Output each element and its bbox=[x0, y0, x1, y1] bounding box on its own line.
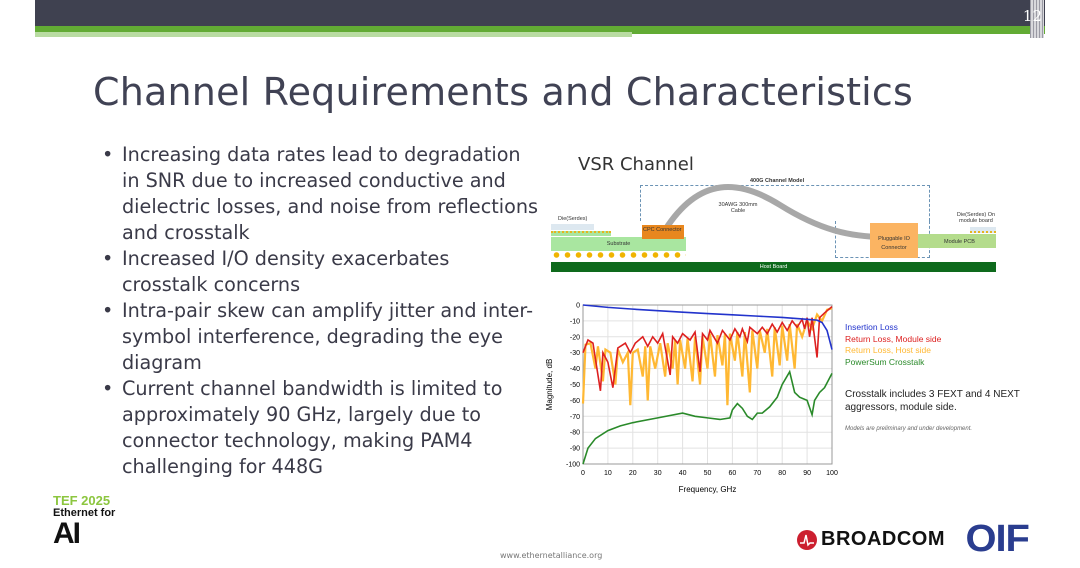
y-tick-label: -80 bbox=[570, 430, 580, 437]
y-tick-label: -40 bbox=[570, 366, 580, 373]
chart-legend: Insertion Loss Return Loss, Module side … bbox=[845, 322, 941, 368]
accent-bar bbox=[35, 26, 1045, 34]
bullet-item: Increased I/O density exacerbates crosst… bbox=[100, 246, 540, 298]
x-tick-label: 70 bbox=[753, 470, 761, 477]
y-tick-label: -10 bbox=[570, 318, 580, 325]
decorative-stripes bbox=[1030, 0, 1044, 38]
legend-crosstalk: PowerSum Crosstalk bbox=[845, 356, 925, 367]
tef-logo: TEF 2025 Ethernet for AI bbox=[53, 493, 116, 550]
y-tick-label: -100 bbox=[566, 462, 580, 469]
x-tick-label: 20 bbox=[629, 470, 637, 477]
page-number: 12 bbox=[1022, 7, 1042, 25]
cable-label: 30AWG 300mm Cable bbox=[718, 202, 758, 214]
broadcom-wordmark: BROADCOM bbox=[821, 528, 945, 550]
host-board: Host Board bbox=[551, 262, 996, 272]
channel-diagram: 400G Channel Model 30AWG 300mm Cable Die… bbox=[550, 175, 1000, 275]
legend-return-loss-host: Return Loss, Host side bbox=[845, 345, 931, 355]
slide-title: Channel Requirements and Characteristics bbox=[93, 70, 914, 114]
series-line-return-loss-host-side bbox=[581, 307, 833, 406]
die-left bbox=[551, 224, 594, 230]
die-left-label: Die(Serdes) bbox=[558, 216, 588, 222]
substrate-balls bbox=[551, 252, 686, 258]
tef-logo-ai: AI bbox=[53, 517, 81, 550]
die-right-label: Die(Serdes) On module board bbox=[956, 212, 996, 224]
x-tick-label: 90 bbox=[803, 470, 811, 477]
y-tick-label: -90 bbox=[570, 446, 580, 453]
pluggable-io-connector: Pluggable IO Connector bbox=[870, 223, 918, 258]
x-tick-label: 80 bbox=[778, 470, 786, 477]
y-tick-label: -20 bbox=[570, 334, 580, 341]
tef-logo-year: TEF 2025 bbox=[53, 493, 111, 508]
diagram-heading: VSR Channel bbox=[578, 154, 694, 175]
top-bar bbox=[35, 0, 1045, 26]
die-right bbox=[970, 227, 996, 233]
cable bbox=[662, 184, 886, 240]
tef-logo-subtitle: Ethernet for bbox=[53, 507, 116, 519]
x-tick-label: 30 bbox=[654, 470, 662, 477]
module-pcb: Module PCB bbox=[918, 234, 996, 248]
bullet-item: Increasing data rates lead to degradatio… bbox=[100, 142, 540, 246]
model-disclaimer: Models are preliminary and under develop… bbox=[845, 426, 973, 432]
cpc-connector: CPC Connector bbox=[642, 225, 684, 239]
crosstalk-note: Crosstalk includes 3 FEXT and 4 NEXT agg… bbox=[845, 389, 1020, 413]
bullet-item: Intra-pair skew can amplify jitter and i… bbox=[100, 298, 540, 376]
oif-logo: OIF bbox=[965, 518, 1029, 560]
footer-url[interactable]: www.ethernetalliance.org bbox=[500, 551, 603, 560]
series-line-return-loss-module-side bbox=[582, 305, 833, 391]
y-tick-label: 0 bbox=[576, 303, 580, 310]
x-tick-label: 40 bbox=[679, 470, 687, 477]
y-tick-label: -50 bbox=[570, 382, 580, 389]
bullet-item: Current channel bandwidth is limited to … bbox=[100, 376, 540, 480]
model-boundary bbox=[640, 185, 930, 221]
x-tick-label: 50 bbox=[704, 470, 712, 477]
y-tick-label: -30 bbox=[570, 350, 580, 357]
series-line-insertion-loss bbox=[582, 304, 833, 350]
x-tick-label: 0 bbox=[581, 470, 585, 477]
broadcom-logo: BROADCOM bbox=[797, 528, 945, 551]
x-tick-label: 60 bbox=[729, 470, 737, 477]
y-tick-label: -70 bbox=[570, 414, 580, 421]
substrate: Substrate bbox=[551, 237, 686, 251]
y-axis-label: Magnitude, dB bbox=[545, 359, 554, 411]
sparameter-chart: 0 10 20 30 40 50 60 70 80 90 100 0 -10 -20 -30 -40 -50 -6… bbox=[545, 303, 838, 495]
series-line-powersum-crosstalk bbox=[582, 369, 833, 465]
legend-return-loss-module: Return Loss, Module side bbox=[845, 333, 942, 344]
x-axis-label: Frequency, GHz bbox=[679, 485, 737, 494]
die-bumps bbox=[551, 231, 611, 236]
y-tick-label: -60 bbox=[570, 398, 580, 405]
accent-bar-light bbox=[35, 32, 632, 37]
x-tick-label: 10 bbox=[604, 470, 612, 477]
broadcom-pulse-icon bbox=[797, 529, 817, 550]
bullet-list: Increasing data rates lead to degradatio… bbox=[100, 142, 540, 480]
x-tick-label: 100 bbox=[826, 470, 838, 477]
legend-insertion-loss: Insertion Loss bbox=[845, 322, 898, 332]
model-label: 400G Channel Model bbox=[750, 178, 805, 184]
